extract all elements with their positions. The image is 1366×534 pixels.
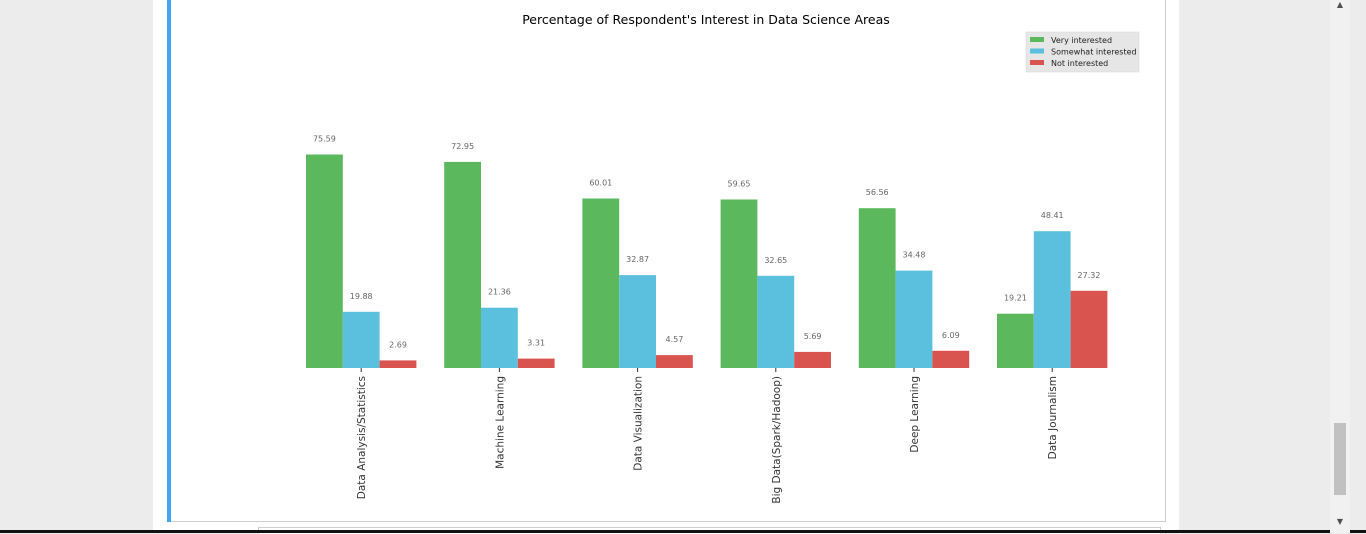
data-label: 75.59 <box>313 135 336 144</box>
data-label: 59.65 <box>728 180 751 189</box>
selected-cell-marker <box>167 0 171 522</box>
scrollbar-track[interactable] <box>1330 0 1350 533</box>
scroll-up-icon[interactable]: ▲ <box>1336 0 1344 9</box>
scrollbar-thumb[interactable] <box>1334 423 1346 495</box>
data-label: 21.36 <box>488 288 511 297</box>
data-label: 27.32 <box>1078 271 1101 280</box>
data-label: 4.57 <box>665 335 683 344</box>
x-tick-label: Machine Learning <box>494 376 506 469</box>
data-label: 56.56 <box>866 188 889 197</box>
data-label: 32.65 <box>764 256 787 265</box>
data-label: 48.41 <box>1041 211 1064 220</box>
taskbar-edge <box>0 530 1366 533</box>
bar <box>342 311 380 368</box>
data-label: 32.87 <box>626 255 649 264</box>
data-label: 34.48 <box>903 251 926 260</box>
bar <box>1070 290 1108 368</box>
x-tick-label: Big Data(Spark/Hadoop) <box>771 376 783 504</box>
bar <box>379 360 417 368</box>
legend-swatch <box>1030 48 1044 54</box>
x-tick-label: Data Journalism <box>1047 376 1059 459</box>
bar <box>582 198 620 368</box>
bars-layer: 75.59 19.88 2.69 Data Analysis/Statistics 72… <box>306 135 1108 504</box>
data-label: 19.21 <box>1004 294 1027 303</box>
chart-title: Percentage of Respondent's Interest in D… <box>522 12 890 27</box>
x-tick-label: Data Visualization <box>633 376 645 471</box>
legend-box <box>1025 31 1140 73</box>
bar <box>932 350 970 368</box>
legend-swatch <box>1030 60 1044 65</box>
chart: Percentage of Respondent's Interest in D… <box>306 12 1140 504</box>
x-tick-label: Deep Learning <box>909 376 921 453</box>
data-label: 19.88 <box>350 292 373 301</box>
bar <box>306 154 343 368</box>
scroll-down-icon[interactable]: ▼ <box>1336 517 1344 526</box>
data-label: 5.69 <box>804 332 822 341</box>
legend-label: Not interested <box>1051 59 1108 68</box>
bar <box>997 313 1034 368</box>
bar <box>757 275 795 368</box>
bar <box>720 199 758 368</box>
legend-swatch <box>1030 37 1044 42</box>
data-label: 3.31 <box>527 339 545 348</box>
data-label: 72.95 <box>451 142 474 151</box>
legend-label: Very interested <box>1051 36 1112 45</box>
bar <box>794 351 831 368</box>
bar <box>444 161 481 368</box>
data-label: 6.09 <box>942 331 960 340</box>
legend-label: Somewhat interested <box>1051 48 1137 57</box>
bar <box>895 270 933 368</box>
bar <box>656 355 693 368</box>
legend: Very interested Somewhat interested Not in… <box>1025 31 1140 73</box>
data-label: 2.69 <box>389 340 407 349</box>
bar <box>481 307 518 368</box>
bar <box>517 358 555 368</box>
bar <box>1033 231 1071 368</box>
bar <box>619 275 656 368</box>
bar <box>858 208 896 368</box>
data-label: 60.01 <box>589 179 612 188</box>
x-tick-label: Data Analysis/Statistics <box>356 376 368 499</box>
